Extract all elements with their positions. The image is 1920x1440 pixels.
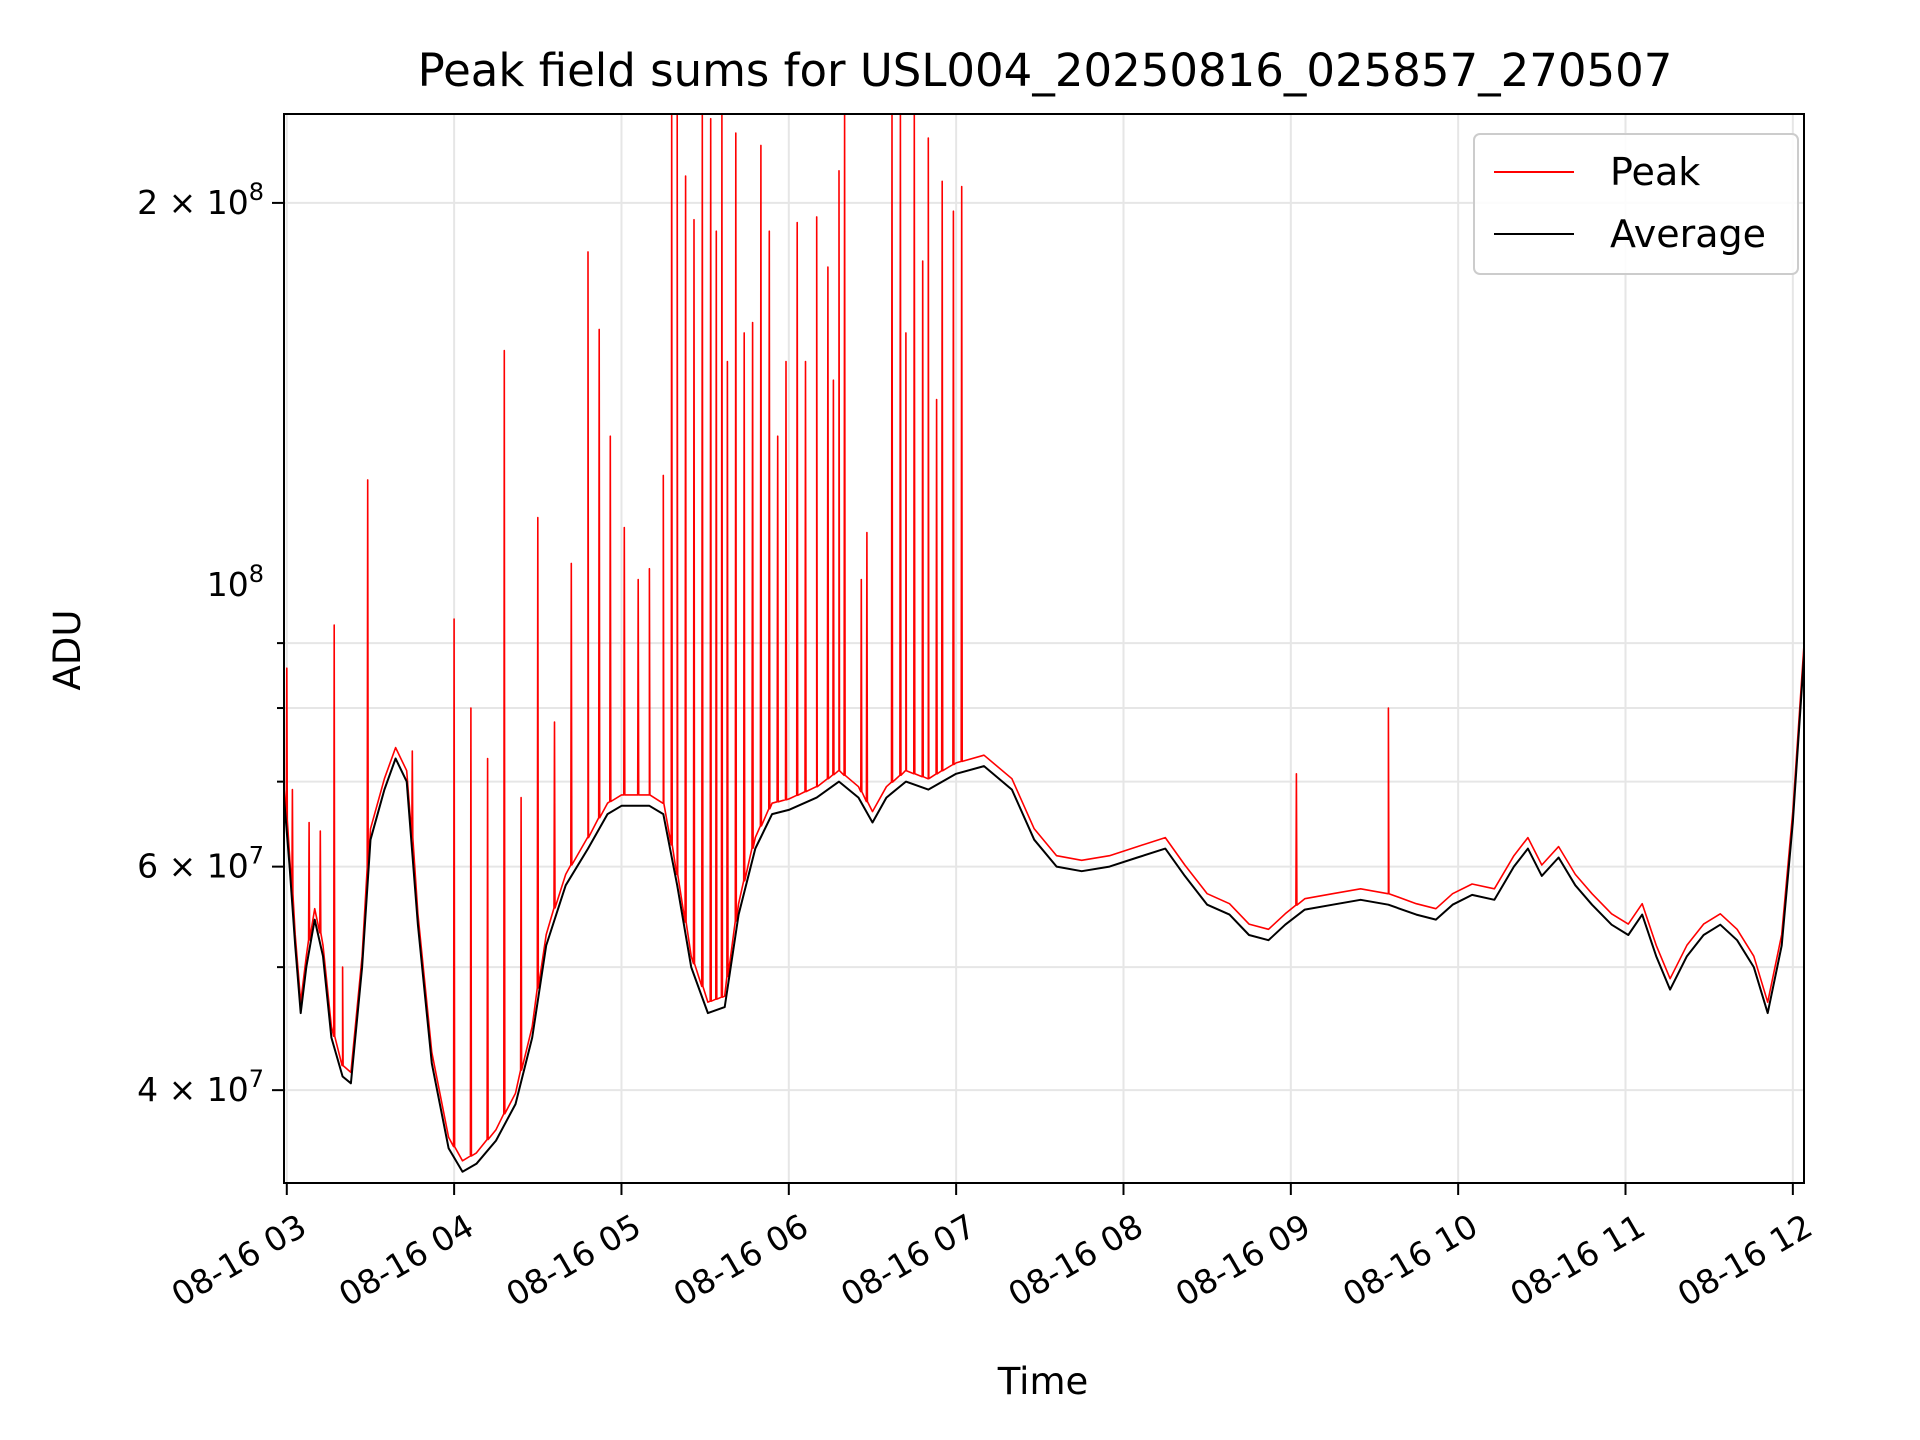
series-layer <box>284 114 1804 1173</box>
y-tick-label: 108 <box>207 560 264 604</box>
legend-box <box>1473 133 1799 275</box>
series-average <box>284 655 1804 1173</box>
series-peak <box>284 114 1804 1162</box>
y-axis: 4 × 107 6 × 107 108 2 × 108 <box>137 178 284 1109</box>
x-axis-title: Time <box>997 1360 1089 1403</box>
legend: Peak Average <box>1473 133 1799 275</box>
legend-label-peak: Peak <box>1610 150 1700 194</box>
y-axis-title: ADU <box>46 610 89 691</box>
y-tick-label: 4 × 107 <box>137 1065 264 1109</box>
chart-title: Peak field sums for USL004_20250816_0258… <box>418 44 1673 97</box>
legend-label-average: Average <box>1610 212 1766 256</box>
y-tick-label: 2 × 108 <box>137 178 264 222</box>
y-tick-label: 6 × 107 <box>137 842 264 886</box>
plot-frame <box>283 113 1805 1184</box>
